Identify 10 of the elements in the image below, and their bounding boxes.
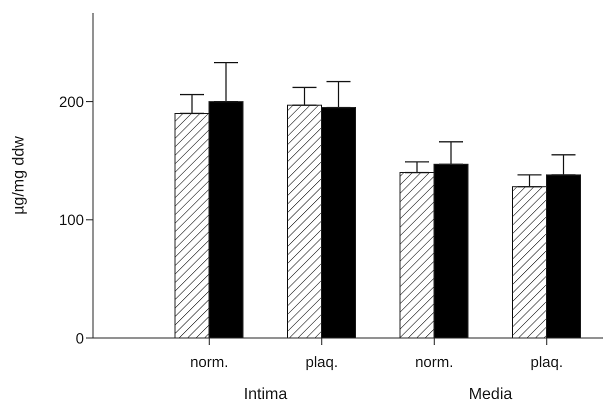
text: Intima — [244, 386, 288, 403]
x-tick-label: plaq. — [305, 354, 338, 371]
y-tick-label: 100 — [58, 212, 84, 230]
y-axis-title: µg/mg ddw — [10, 136, 28, 215]
x-tick-label: plaq. — [530, 354, 564, 371]
x-tick-label: norm. — [190, 354, 228, 371]
y-tick-label: 0 — [76, 330, 84, 348]
text: Media — [468, 386, 512, 403]
x-tick-label: norm. — [415, 354, 454, 371]
y-tick-label: 200 — [58, 94, 84, 111]
